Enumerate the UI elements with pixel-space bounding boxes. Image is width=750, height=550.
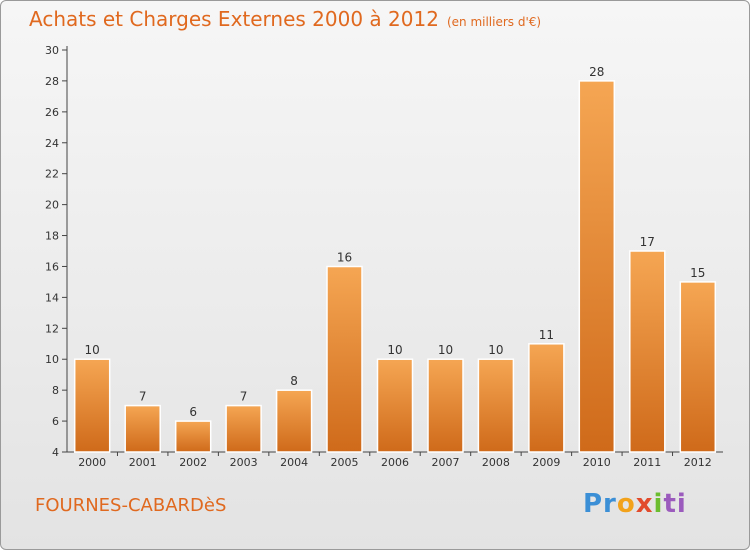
proxiti-logo: Proxiti bbox=[583, 489, 687, 519]
bar-value-label: 10 bbox=[438, 343, 453, 357]
bar-value-label: 10 bbox=[387, 343, 402, 357]
bar bbox=[528, 343, 565, 453]
bar bbox=[477, 358, 515, 453]
x-tick-label: 2010 bbox=[583, 456, 611, 469]
bar-value-label: 17 bbox=[640, 235, 655, 249]
y-tick-label: 14 bbox=[45, 291, 59, 304]
bar-value-label: 11 bbox=[539, 328, 554, 342]
bar-value-label: 16 bbox=[337, 251, 352, 265]
x-tick-label: 2002 bbox=[179, 456, 207, 469]
logo-part-2: o bbox=[616, 489, 636, 519]
y-tick-label: 12 bbox=[45, 322, 59, 335]
y-tick-label: 6 bbox=[52, 415, 59, 428]
x-tick-label: 2003 bbox=[230, 456, 258, 469]
chart-subtitle: (en milliers d'€) bbox=[446, 15, 542, 29]
commune-label: FOURNES-CABARDèS bbox=[35, 495, 227, 516]
y-tick-label: 18 bbox=[45, 230, 59, 243]
bar-value-label: 15 bbox=[690, 266, 705, 280]
y-tick-label: 30 bbox=[45, 44, 59, 57]
bar bbox=[275, 389, 313, 453]
y-tick-label: 24 bbox=[45, 137, 59, 150]
logo-part-5: ti bbox=[663, 489, 687, 519]
logo-part-1: Pr bbox=[583, 489, 617, 519]
y-tick-label: 26 bbox=[45, 106, 59, 119]
bar-value-label: 6 bbox=[189, 405, 197, 419]
x-tick-label: 2009 bbox=[532, 456, 560, 469]
bar-value-label: 7 bbox=[139, 390, 147, 404]
x-tick-label: 2005 bbox=[331, 456, 359, 469]
bar bbox=[427, 358, 464, 453]
bar-value-label: 7 bbox=[240, 390, 248, 404]
chart-title: Achats et Charges Externes 2000 à 2012 (e… bbox=[29, 7, 541, 31]
x-tick-label: 2012 bbox=[684, 456, 712, 469]
y-tick-label: 20 bbox=[45, 199, 59, 212]
bar bbox=[225, 404, 262, 453]
bar bbox=[124, 404, 161, 453]
x-tick-label: 2001 bbox=[129, 456, 157, 469]
y-tick-label: 8 bbox=[52, 384, 59, 397]
bar-value-label: 28 bbox=[589, 65, 604, 79]
bar-value-label: 10 bbox=[488, 343, 503, 357]
bar bbox=[679, 281, 717, 453]
logo-part-3: x bbox=[635, 489, 654, 519]
x-tick-label: 2008 bbox=[482, 456, 510, 469]
bar bbox=[174, 420, 212, 453]
bar bbox=[629, 250, 666, 453]
bar-value-label: 8 bbox=[290, 374, 298, 388]
y-tick-label: 4 bbox=[52, 446, 59, 459]
y-tick-label: 22 bbox=[45, 168, 59, 181]
bar bbox=[73, 358, 111, 453]
title-text: Achats et Charges Externes 2000 à 2012 bbox=[29, 7, 439, 31]
bar bbox=[578, 80, 616, 453]
y-tick-label: 10 bbox=[45, 353, 59, 366]
x-tick-label: 2004 bbox=[280, 456, 308, 469]
y-tick-label: 16 bbox=[45, 260, 59, 273]
bar bbox=[376, 358, 414, 453]
x-tick-label: 2006 bbox=[381, 456, 409, 469]
bar-value-label: 10 bbox=[85, 343, 100, 357]
bar bbox=[326, 265, 363, 453]
y-tick-label: 28 bbox=[45, 75, 59, 88]
x-tick-label: 2007 bbox=[432, 456, 460, 469]
x-tick-label: 2011 bbox=[633, 456, 661, 469]
x-tick-label: 2000 bbox=[78, 456, 106, 469]
logo-part-4: i bbox=[653, 489, 664, 519]
